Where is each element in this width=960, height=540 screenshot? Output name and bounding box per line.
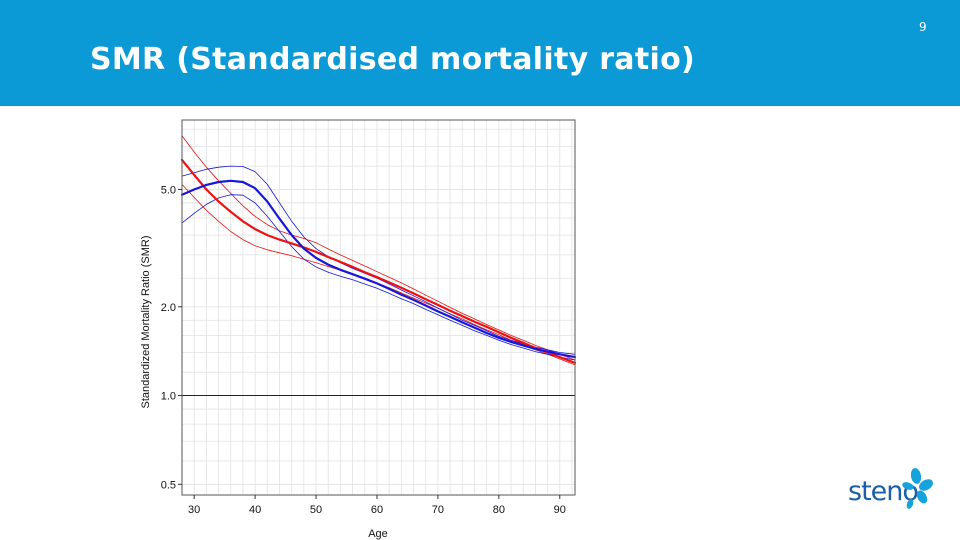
series-layer <box>180 135 577 366</box>
page-number: 9 <box>919 20 927 34</box>
y-tick-label: 2.0 <box>161 302 176 314</box>
x-axis-label: Age <box>368 528 388 540</box>
x-tick-label: 30 <box>188 504 200 516</box>
x-tick-label: 80 <box>493 504 505 516</box>
steno-logo: steno <box>846 464 946 514</box>
x-tick-label: 60 <box>371 504 383 516</box>
y-axis-label: Standardized Mortality Ratio (SMR) <box>140 235 152 408</box>
flower-icon <box>902 468 933 509</box>
series-line <box>181 165 576 355</box>
x-tick-label: 90 <box>554 504 566 516</box>
slide-title: SMR (Standardised mortality ratio) <box>90 42 695 77</box>
plot-frame <box>181 119 576 496</box>
y-tick-label: 5.0 <box>161 184 176 196</box>
x-tick-label: 70 <box>432 504 444 516</box>
y-tick-label: 1.0 <box>161 391 176 403</box>
series-line <box>180 158 577 364</box>
slide-header <box>0 0 960 106</box>
x-tick-label: 50 <box>310 504 322 516</box>
series-line <box>181 194 576 361</box>
smr-line-chart: 30 40 50 60 70 80 90 0.5 1.0 2.0 5.0 Age Standardi… <box>140 119 577 540</box>
series-line <box>180 179 577 359</box>
axes-layer: 30 40 50 60 70 80 90 0.5 1.0 2.0 5.0 <box>161 184 566 516</box>
chart-grid <box>181 120 575 495</box>
logo-text: steno <box>848 476 919 507</box>
x-tick-label: 40 <box>249 504 261 516</box>
series-line <box>181 135 576 361</box>
y-tick-label: 0.5 <box>161 479 176 491</box>
